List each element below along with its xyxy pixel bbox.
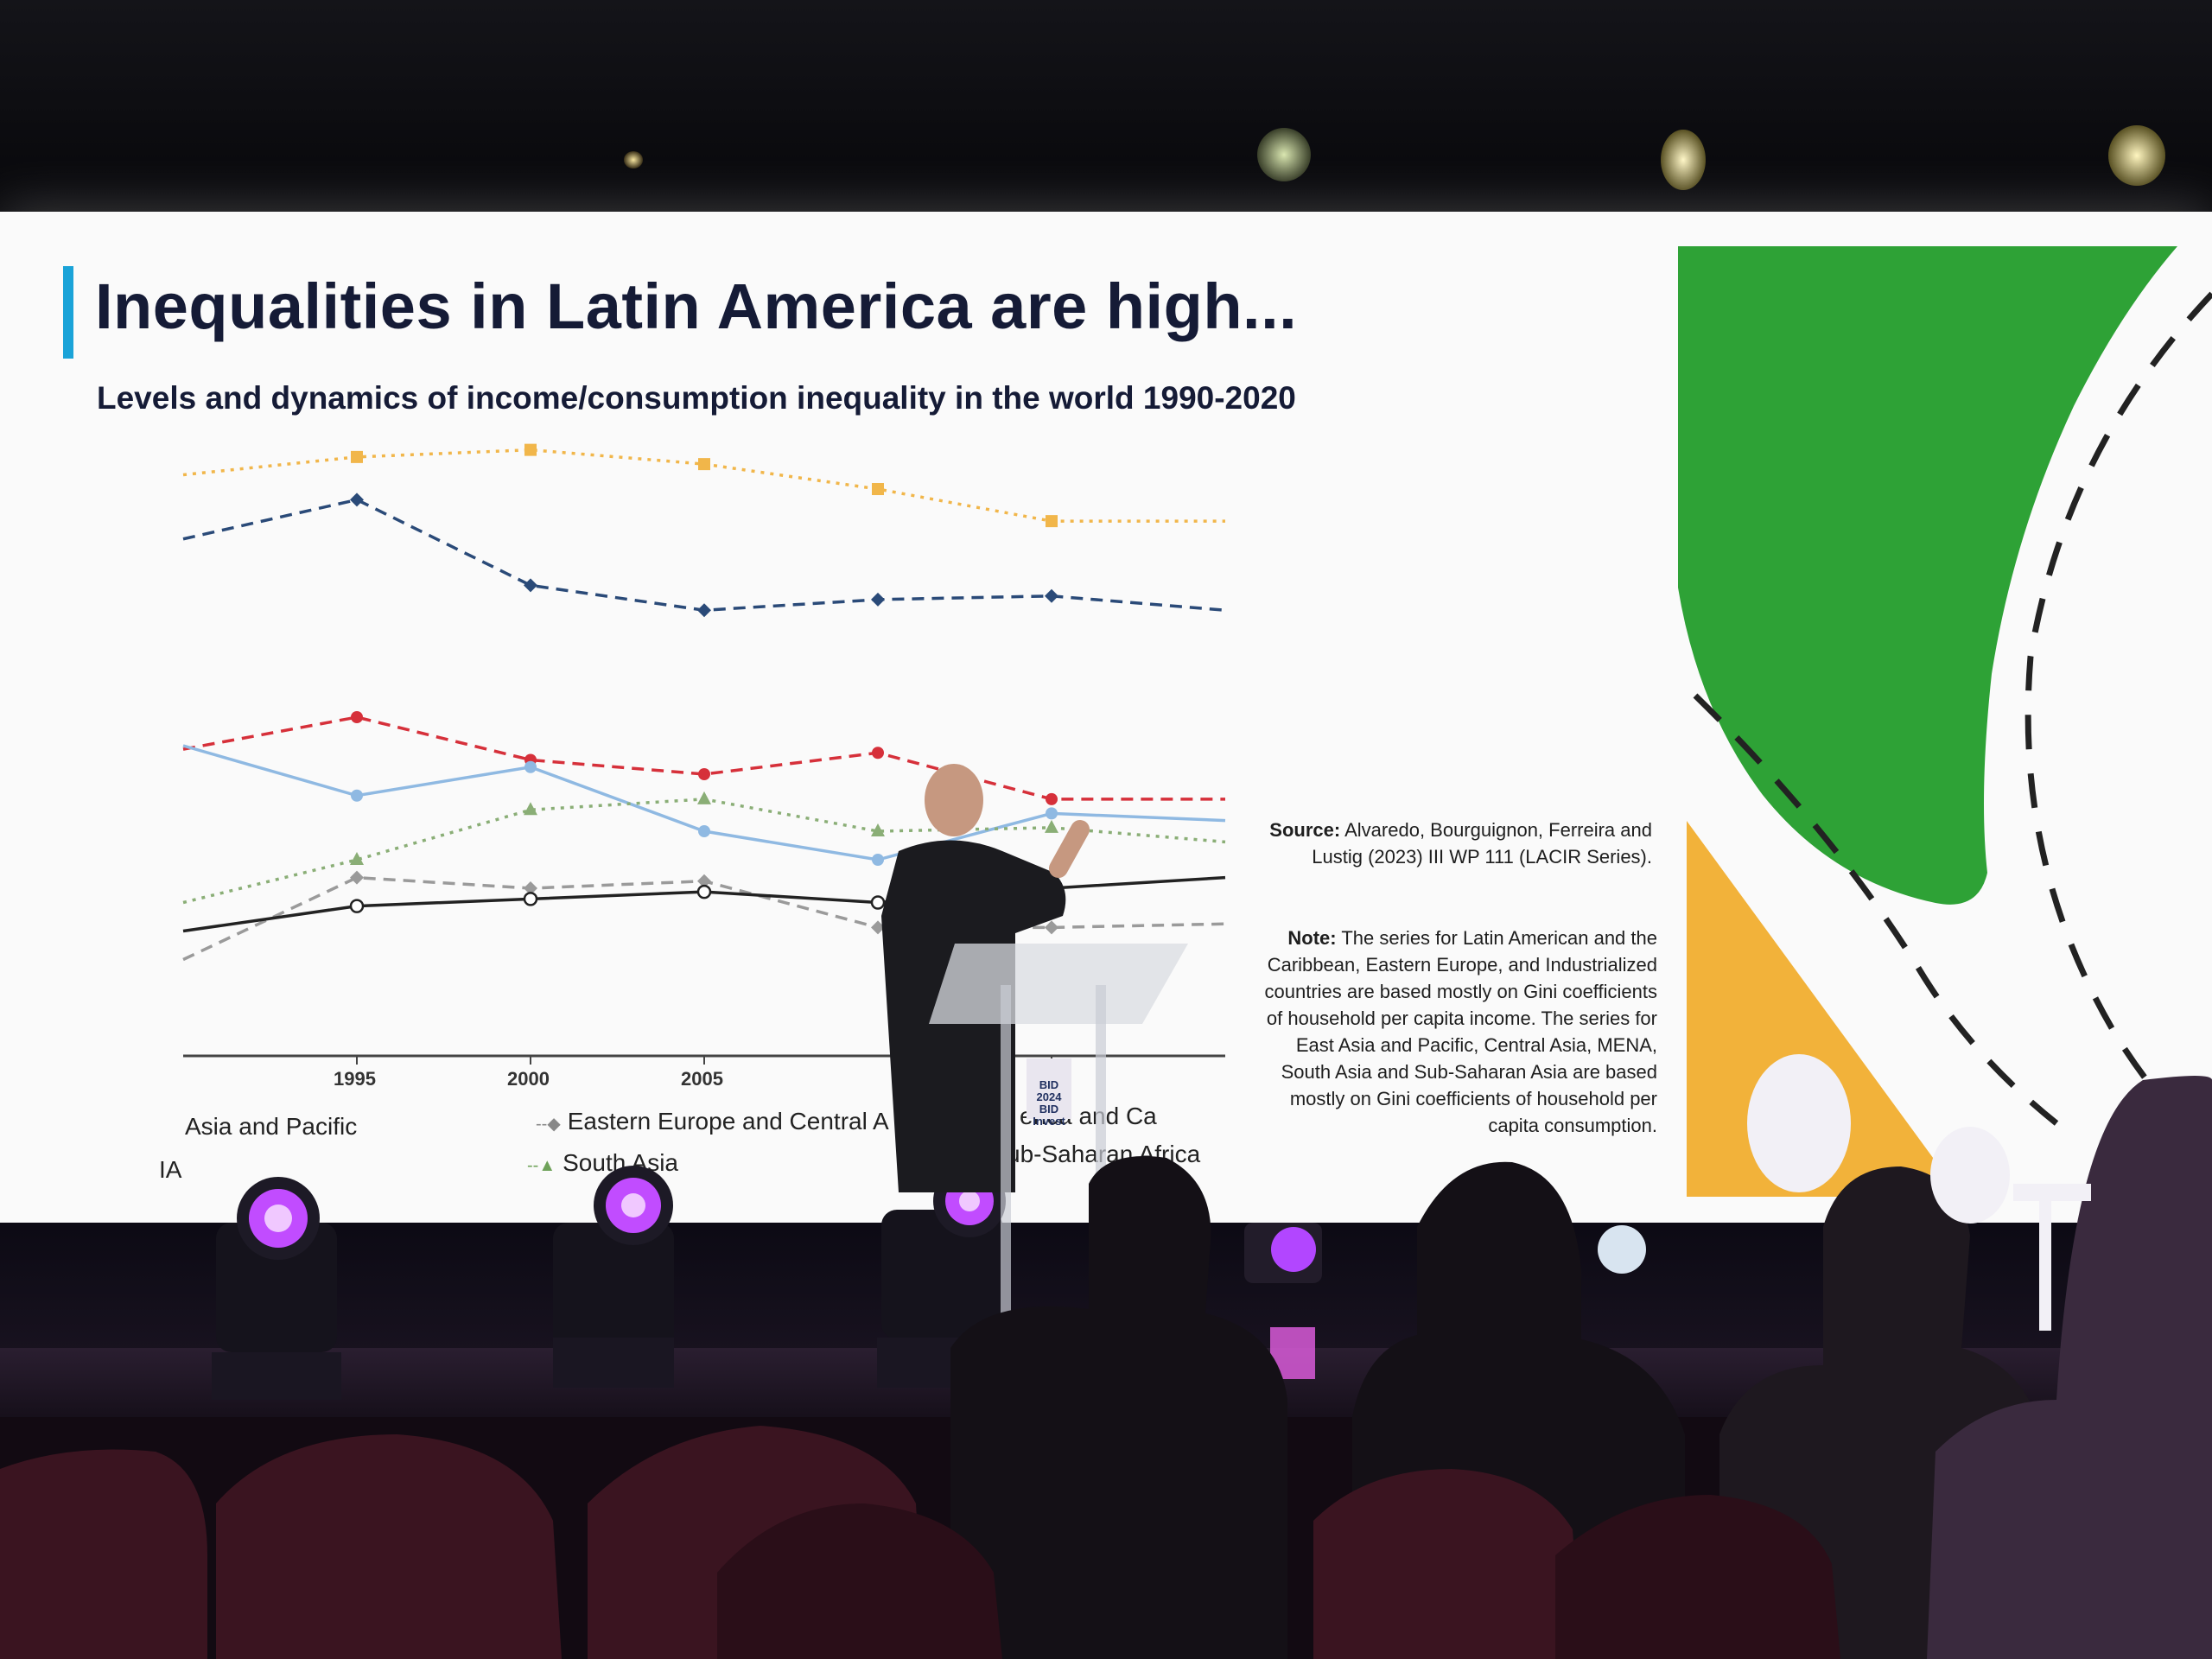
data-point-1-4 — [871, 592, 885, 607]
data-point-3-4 — [872, 854, 884, 866]
x-tick-label: 1995 — [334, 1068, 376, 1090]
audience-silhouettes — [0, 1076, 2212, 1659]
legend-label: Asia and Pacific — [185, 1113, 358, 1140]
podium — [929, 944, 1188, 1348]
data-point-6-2 — [523, 892, 538, 906]
data-point-0-2 — [524, 443, 537, 456]
data-point-3-5 — [1046, 807, 1058, 820]
data-point-1-1 — [350, 493, 364, 507]
data-point-6-1 — [349, 899, 365, 913]
data-point-5-5 — [1045, 920, 1058, 935]
stage-light-2 — [553, 1166, 674, 1388]
data-point-0-3 — [698, 458, 710, 471]
data-point-5-3 — [697, 874, 711, 888]
legend-item: Asia and Pacific — [185, 1113, 357, 1141]
data-point-5-4 — [871, 920, 885, 935]
data-point-2-4 — [872, 747, 884, 760]
data-point-4-2 — [524, 802, 537, 816]
data-point-0-5 — [1046, 515, 1058, 528]
title-accent-bar — [63, 266, 73, 359]
ceiling — [0, 0, 2212, 216]
legend-item: --◆ Eastern Europe and Central A — [536, 1108, 889, 1135]
podium-logo: BID 2024 BID Invest — [1027, 1058, 1071, 1128]
note-label: Note: — [1287, 927, 1337, 949]
white-spot-light — [1598, 1225, 1646, 1274]
data-point-0-1 — [351, 450, 363, 463]
source-note: Source: Alvaredo, Bourguignon, Ferreira … — [1253, 817, 1652, 870]
legend-marker-icon: --◆ — [536, 1115, 561, 1134]
data-point-0-4 — [872, 483, 884, 495]
podium-logo-line1: BID 2024 — [1036, 1078, 1062, 1103]
data-point-3-2 — [524, 760, 537, 773]
note-text: The series for Latin American and the Ca… — [1264, 927, 1658, 1136]
data-point-2-3 — [698, 768, 710, 780]
data-point-6-4 — [870, 895, 886, 910]
data-point-5-2 — [524, 881, 537, 895]
data-point-1-5 — [1045, 588, 1058, 603]
ceiling-light — [2108, 125, 2165, 186]
stage-light-1 — [212, 1177, 341, 1400]
slide-title: Inequalities in Latin America are high..… — [95, 270, 1298, 342]
data-point-5-1 — [350, 870, 364, 885]
led-par-light — [1244, 1223, 1322, 1283]
data-point-1-3 — [697, 603, 711, 618]
data-point-3-1 — [351, 789, 363, 802]
data-point-3-3 — [698, 825, 710, 837]
ceiling-light — [1257, 128, 1311, 181]
data-point-4-5 — [1045, 819, 1058, 833]
source-label: Source: — [1269, 819, 1341, 841]
x-tick-label: 2000 — [507, 1068, 550, 1090]
data-point-2-1 — [351, 711, 363, 723]
ceiling-light — [1661, 130, 1706, 190]
data-point-4-4 — [871, 823, 885, 836]
legend-label: Eastern Europe and Central A — [567, 1108, 889, 1135]
legend-marker-icon: --▲ — [527, 1156, 556, 1175]
podium-logo-line2: BID Invest — [1033, 1103, 1065, 1128]
data-point-4-3 — [697, 791, 711, 804]
methodology-note: Note: The series for Latin American and … — [1253, 925, 1658, 1139]
ceiling-light — [624, 151, 643, 168]
slide-subtitle: Levels and dynamics of income/consumptio… — [97, 380, 1296, 416]
data-point-1-2 — [524, 578, 537, 593]
data-point-4-1 — [350, 852, 364, 865]
legend-label: IA — [159, 1156, 182, 1183]
decor-chairs-right — [1747, 1054, 2091, 1331]
legend-item: IA — [159, 1156, 181, 1184]
data-point-6-3 — [696, 884, 712, 899]
x-tick-label: 2005 — [681, 1068, 723, 1090]
data-point-2-5 — [1046, 792, 1058, 805]
source-text: Alvaredo, Bourguignon, Ferreira and Lust… — [1312, 819, 1652, 868]
